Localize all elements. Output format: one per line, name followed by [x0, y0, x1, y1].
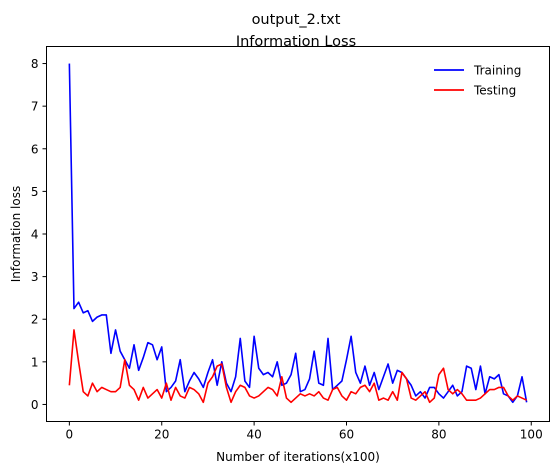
y-tick-label: 0	[31, 398, 39, 412]
series-line-training	[68, 63, 528, 404]
y-tick-label: 4	[31, 228, 39, 242]
y-tick-label: 3	[31, 270, 39, 284]
y-tick-label: 7	[31, 100, 39, 114]
x-tick-label: 80	[431, 428, 446, 442]
x-tick-label: 100	[520, 428, 543, 442]
y-axis-label: Information loss	[9, 186, 23, 282]
x-tick-label: 20	[154, 428, 169, 442]
y-tick-label: 2	[31, 313, 39, 327]
legend: Training Testing	[434, 64, 521, 98]
plot-frame	[46, 46, 550, 422]
chart-title: output_2.txt	[252, 12, 341, 28]
x-tick-label: 60	[339, 428, 354, 442]
y-tick-label: 1	[31, 355, 39, 369]
chart-subtitle: Information Loss	[236, 34, 356, 50]
y-tick-label: 8	[31, 57, 39, 71]
series-line-testing	[68, 329, 527, 404]
y-tick-label: 6	[31, 142, 39, 156]
legend-label-training: Training	[473, 64, 521, 78]
x-axis-label: Number of iterations(x100)	[216, 450, 380, 464]
legend-label-testing: Testing	[473, 84, 516, 98]
x-tick-label: 0	[66, 428, 74, 442]
y-tick-label: 5	[31, 185, 39, 199]
axis-ticks: 0 20 40 60 80 100 0 1 2 3 4 5 6 7 8	[31, 57, 543, 441]
x-tick-label: 40	[246, 428, 261, 442]
series-lines	[68, 63, 528, 404]
